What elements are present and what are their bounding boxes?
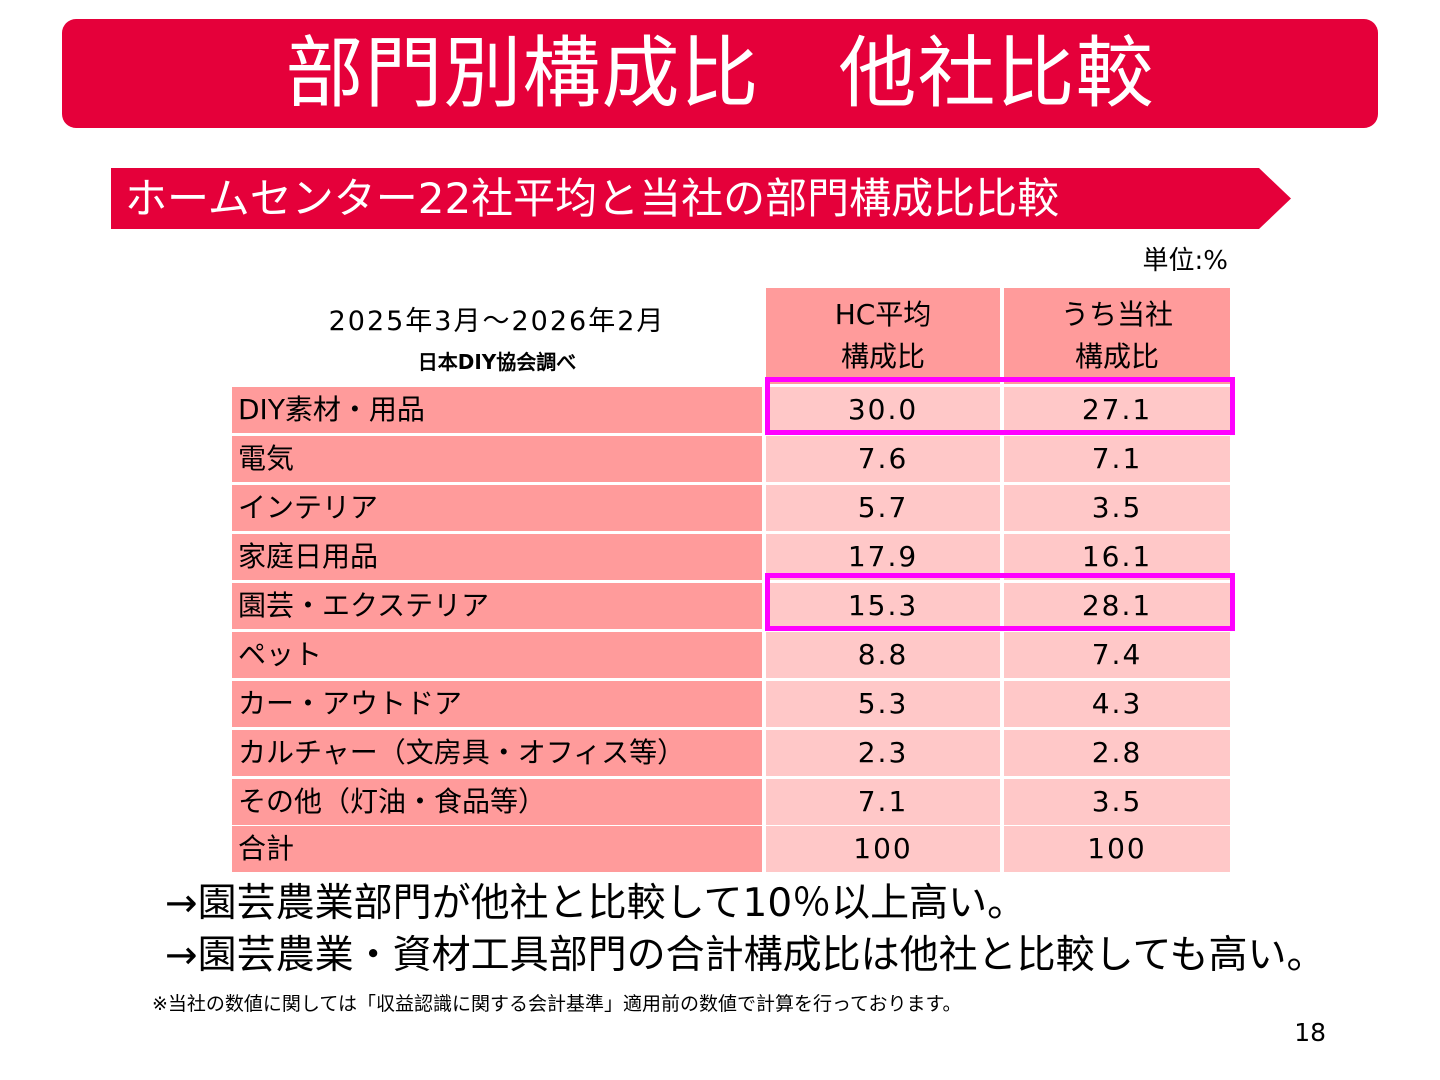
slide-subtitle: ホームセンター22社平均と当社の部門構成比比較 xyxy=(125,173,1060,223)
row-own-value: 16.1 xyxy=(1004,534,1230,580)
page-number: 18 xyxy=(1294,1018,1326,1047)
header-hc-line2: 構成比 xyxy=(840,340,925,373)
header-own-company: うち当社 構成比 xyxy=(1004,288,1230,384)
row-label: 園芸・エクステリア xyxy=(232,583,762,629)
conclusion-line-1: →園芸農業部門が他社と比較して10％以上高い。 xyxy=(165,881,1027,926)
row-own-value: 2.8 xyxy=(1004,730,1230,776)
conclusion-line-2: →園芸農業・資材工具部門の合計構成比は他社と比較しても高い。 xyxy=(165,933,1326,978)
title-bar: 部門別構成比 他社比較 xyxy=(62,19,1378,128)
row-own-value: 7.4 xyxy=(1004,632,1230,678)
row-label: カルチャー（文房具・オフィス等） xyxy=(232,730,762,776)
unit-label: 単位:% xyxy=(1142,246,1228,276)
row-hc-value: 5.3 xyxy=(766,681,1000,727)
row-hc-value: 5.7 xyxy=(766,485,1000,531)
row-own-value: 100 xyxy=(1004,826,1230,872)
row-label: 電気 xyxy=(232,436,762,482)
highlight-box-diy xyxy=(765,377,1235,435)
row-label: インテリア xyxy=(232,485,762,531)
subtitle-banner: ホームセンター22社平均と当社の部門構成比比較 xyxy=(111,168,1291,229)
highlight-box-garden xyxy=(765,573,1235,631)
row-label: 合計 xyxy=(232,826,762,872)
row-hc-value: 7.6 xyxy=(766,436,1000,482)
row-hc-value: 8.8 xyxy=(766,632,1000,678)
row-own-value: 7.1 xyxy=(1004,436,1230,482)
row-own-value: 28.1 xyxy=(1004,583,1230,629)
header-hc-average: HC平均 構成比 xyxy=(766,288,1000,384)
row-label: 家庭日用品 xyxy=(232,534,762,580)
row-own-value: 4.3 xyxy=(1004,681,1230,727)
header-hc-line1: HC平均 xyxy=(834,298,932,331)
row-label: DIY素材・用品 xyxy=(232,387,762,433)
slide-title: 部門別構成比 他社比較 xyxy=(285,28,1155,119)
row-hc-value: 30.0 xyxy=(766,387,1000,433)
row-hc-value: 17.9 xyxy=(766,534,1000,580)
row-hc-value: 100 xyxy=(766,826,1000,872)
period-label: 2025年3月～2026年2月 xyxy=(328,306,666,337)
row-own-value: 3.5 xyxy=(1004,779,1230,825)
row-own-value: 3.5 xyxy=(1004,485,1230,531)
header-own-line2: 構成比 xyxy=(1074,340,1159,373)
header-own-line1: うち当社 xyxy=(1060,298,1173,331)
row-hc-value: 2.3 xyxy=(766,730,1000,776)
row-label: ペット xyxy=(232,632,762,678)
row-label: カー・アウトドア xyxy=(232,681,762,727)
footnote: ※当社の数値に関しては「収益認識に関する会計基準」適用前の数値で計算を行っており… xyxy=(152,993,962,1015)
source-label: 日本DIY協会調べ xyxy=(417,350,577,374)
row-hc-value: 15.3 xyxy=(766,583,1000,629)
row-own-value: 27.1 xyxy=(1004,387,1230,433)
row-hc-value: 7.1 xyxy=(766,779,1000,825)
row-label: その他（灯油・食品等） xyxy=(232,779,762,825)
